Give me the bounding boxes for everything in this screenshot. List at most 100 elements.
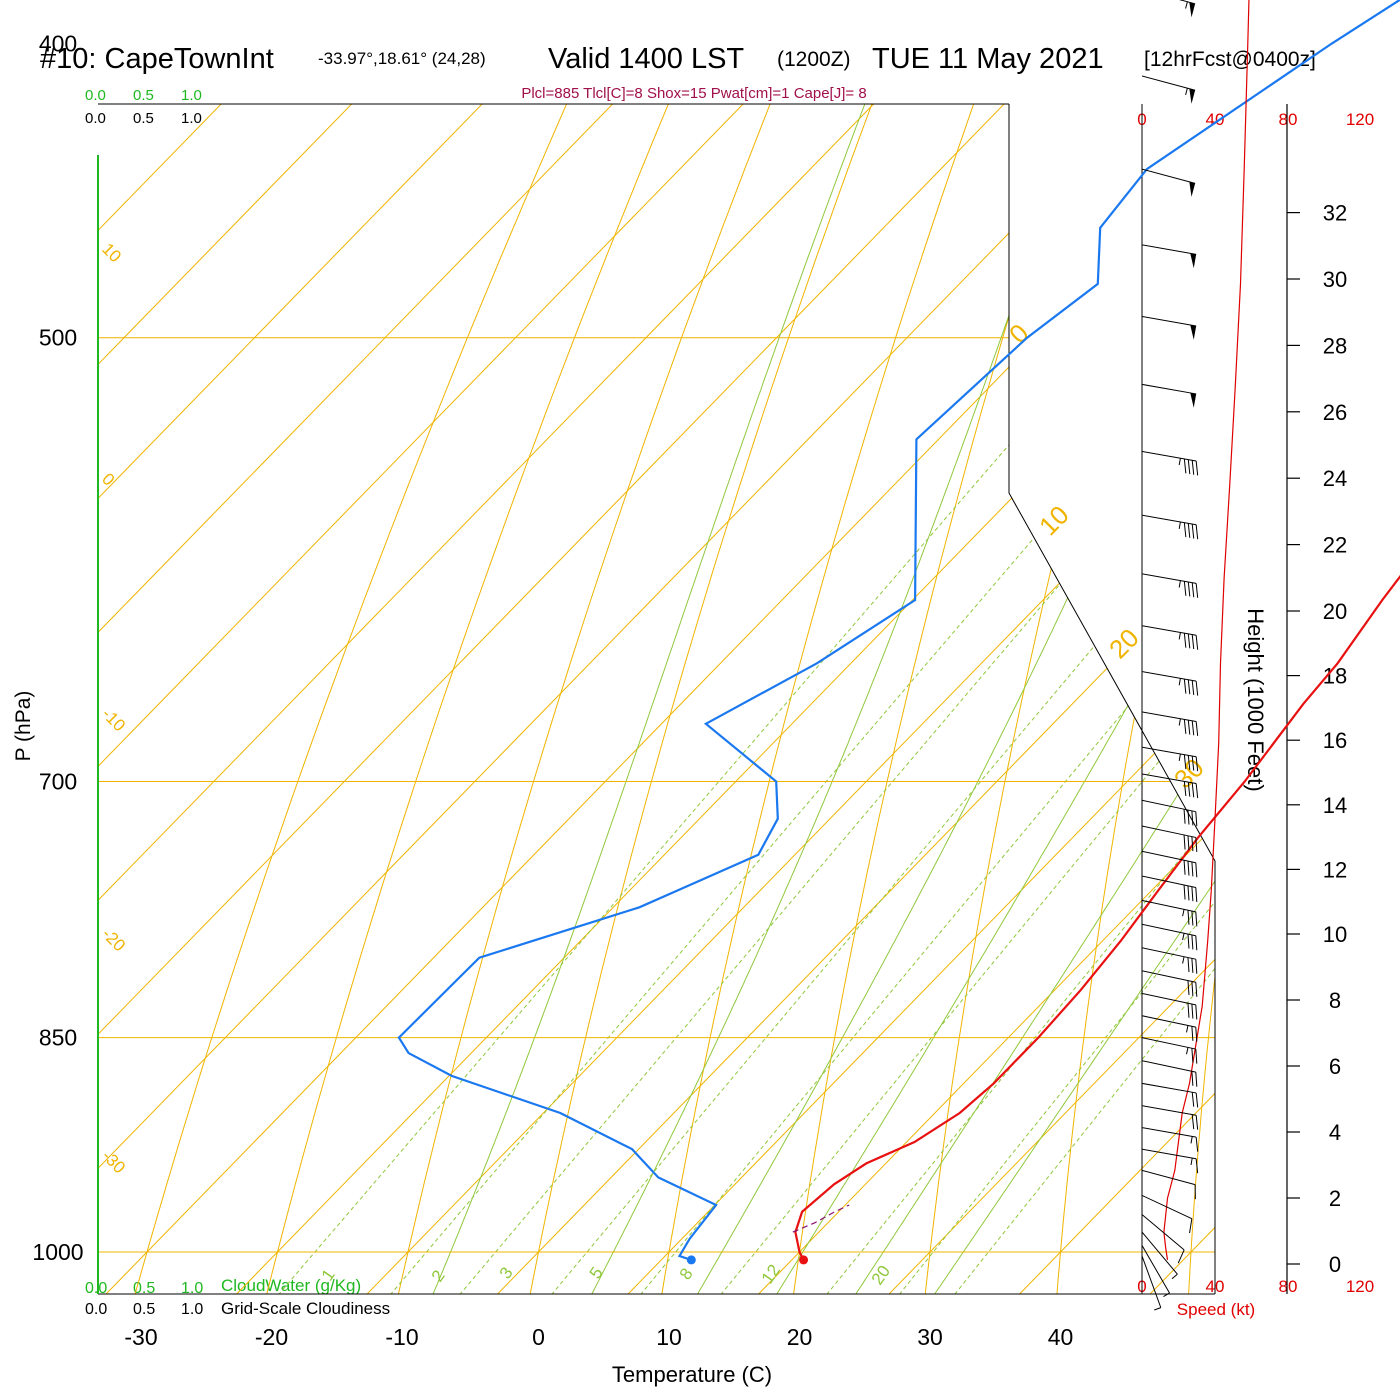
wind-barb — [1141, 773, 1199, 799]
dry-adiabat — [1187, 104, 1215, 1294]
barb-staff — [1141, 1037, 1196, 1050]
barb-flag — [1187, 957, 1190, 973]
barb-flag — [1183, 678, 1187, 694]
mixing-ratio-label: 20 — [868, 1262, 894, 1288]
barb-flag — [1187, 861, 1190, 876]
temperature-tick-label: -20 — [255, 1324, 288, 1350]
barb-flag — [1183, 860, 1186, 875]
wind-barb — [1141, 671, 1199, 696]
barb-flag — [1191, 934, 1194, 950]
barb-staff — [1141, 1194, 1193, 1220]
barb-staff — [1141, 514, 1197, 526]
wind-barb — [1141, 1255, 1162, 1311]
isotherm-line — [736, 104, 1215, 1294]
isotherm-line — [98, 104, 493, 1294]
barb-flag — [1195, 1072, 1198, 1087]
barb-staff — [1141, 746, 1197, 758]
moist-adiabat — [762, 104, 1215, 1294]
barb-flag — [1183, 834, 1186, 850]
station-title: #10: CapeTownInt — [40, 43, 274, 75]
barb-flag — [1195, 837, 1198, 853]
barb-flag — [1195, 911, 1198, 927]
height-tick-label: 0 — [1329, 1252, 1341, 1277]
barb-pennant — [1190, 324, 1197, 340]
moist-adiabat — [579, 104, 1215, 1294]
bottom-cloudiness-0: 0.0 — [85, 1301, 107, 1318]
barb-staff — [1141, 970, 1196, 983]
label-layer: 2503004005007008501000-30-20-10010203040… — [32, 30, 1347, 1350]
mixing-ratio-label: 5 — [586, 1264, 607, 1283]
barb-flag — [1195, 721, 1199, 736]
barb-flag — [1183, 522, 1187, 538]
height-tick-label: 20 — [1323, 599, 1347, 624]
cloudiness-label: Grid-Scale Cloudiness — [221, 1299, 390, 1318]
temperature-tick-label: 20 — [787, 1324, 813, 1350]
barb-half-flag — [1185, 88, 1188, 96]
barb-flag — [1195, 1158, 1199, 1174]
barb-flag — [1187, 910, 1190, 925]
dry-adiabat — [1054, 104, 1215, 1294]
barb-flag — [1187, 980, 1190, 996]
dewpoint-line — [397, 0, 1400, 1261]
top-cloudwater-2: 1.0 — [181, 87, 202, 104]
wind-barb — [1141, 992, 1198, 1020]
speed-tick-top-2: 80 — [1279, 110, 1298, 129]
barb-flag — [1195, 887, 1198, 903]
temperature-tick-label: 10 — [656, 1324, 682, 1350]
wind-barb — [1141, 923, 1198, 951]
pressure-tick-label: 850 — [39, 1025, 77, 1051]
wind-barb — [1141, 947, 1198, 974]
isotherm-label: -20 — [98, 924, 129, 955]
height-tick-label: 26 — [1323, 400, 1347, 425]
wind-barb — [1141, 75, 1196, 104]
barb-flag — [1191, 1026, 1194, 1041]
wind-barb — [1141, 825, 1198, 853]
dry-adiabat — [260, 104, 979, 1294]
moist-adiabat — [919, 104, 1215, 1294]
barb-flag — [1187, 885, 1190, 901]
height-tick-label: 4 — [1329, 1120, 1341, 1145]
barb-flag — [1191, 680, 1195, 695]
barb-flag — [1191, 582, 1195, 598]
barb-flag — [1177, 1249, 1185, 1264]
barb-half-flag — [1178, 458, 1181, 466]
wind-barb — [1141, 850, 1198, 878]
station-coords: -33.97°,18.61° (24,28) — [318, 49, 486, 68]
barb-flag — [1183, 633, 1187, 648]
barb-flag — [1183, 581, 1187, 596]
barb-staff — [1141, 244, 1197, 255]
barb-flag — [1195, 583, 1199, 598]
wind-barb — [1141, 711, 1199, 736]
wind-barb — [1141, 244, 1197, 269]
height-tick-label: 14 — [1323, 793, 1347, 818]
x-axis-title: Temperature (C) — [612, 1362, 772, 1387]
barb-flag — [1183, 719, 1187, 734]
barb-staff — [1141, 1231, 1178, 1275]
dry-adiabat — [1320, 0, 1400, 1316]
isotherm-line — [605, 104, 1215, 1294]
wind-barb — [1141, 799, 1198, 827]
barb-flag — [1187, 1003, 1190, 1018]
barb-flag — [1187, 459, 1191, 475]
isotherm-label: 20 — [1103, 623, 1145, 665]
indices-line: Plcl=885 Tlcl[C]=8 Shox=15 Pwat[cm]=1 Ca… — [521, 85, 866, 102]
height-tick-label: 28 — [1323, 333, 1347, 358]
barb-flag — [1183, 458, 1187, 474]
mixing-ratio-label: 3 — [496, 1264, 517, 1283]
barb-flag — [1191, 720, 1195, 736]
barb-staff — [1141, 1015, 1196, 1028]
isotherm-label: -10 — [98, 704, 129, 735]
barb-pennant — [1189, 181, 1196, 197]
surface-dewpoint-dot — [686, 1255, 696, 1265]
barb-flag — [1183, 809, 1186, 824]
grid-layer — [98, 0, 1400, 1316]
barb-flag — [1187, 720, 1191, 735]
barb-flag — [1195, 681, 1199, 696]
isotherm-line — [98, 104, 1215, 1294]
temperature-line — [794, 574, 1400, 1261]
wind-barb — [1141, 1245, 1170, 1297]
mixing-ratio-line — [702, 104, 1215, 1294]
barb-flag — [1195, 982, 1198, 997]
wind-barb — [1141, 970, 1198, 997]
barb-staff — [1141, 711, 1197, 722]
